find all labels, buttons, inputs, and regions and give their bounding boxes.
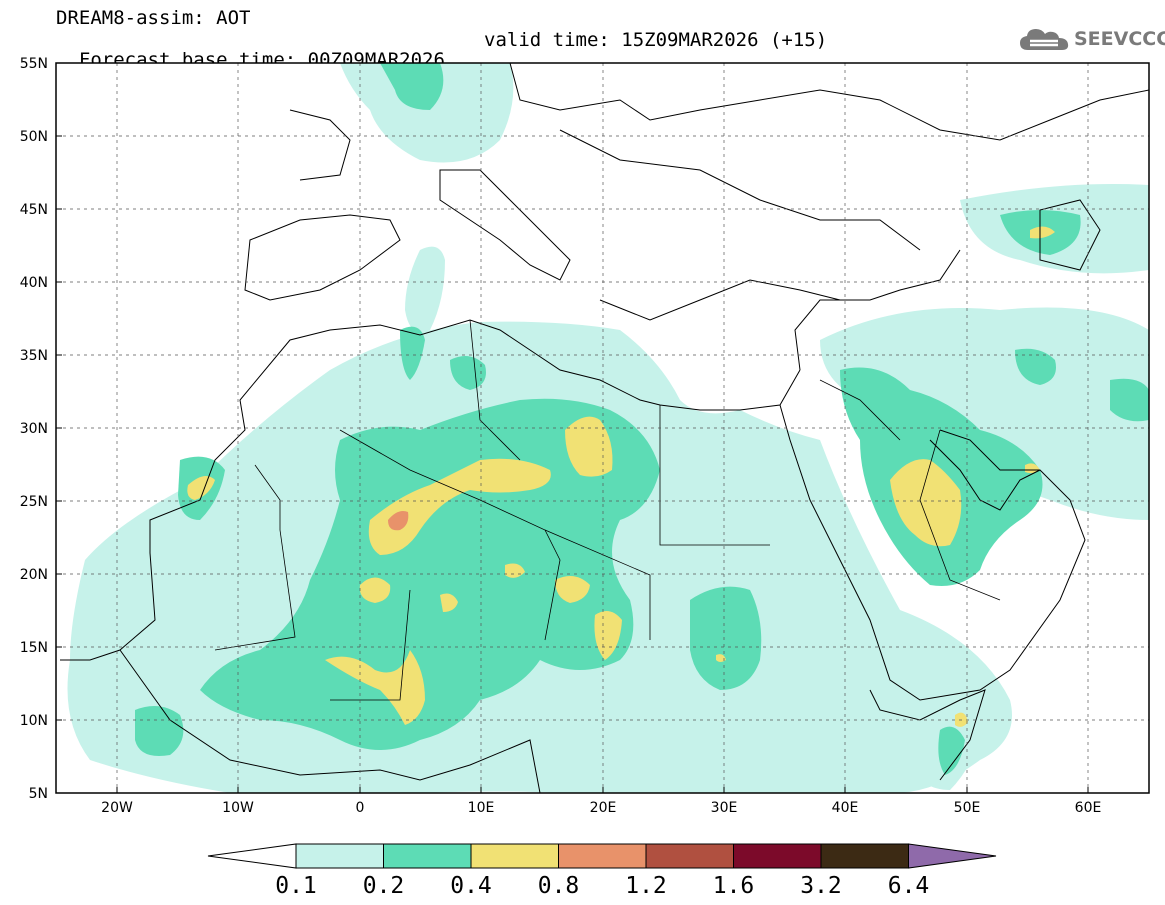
lat-label: 35N [20, 348, 48, 364]
lon-label: 40E [832, 800, 859, 816]
lat-label: 50N [20, 129, 48, 145]
lon-label: 20W [101, 800, 133, 816]
map-title: DREAM8-assim: AOT [56, 7, 251, 29]
aot-level-0.8 [388, 511, 409, 531]
lat-label: 55N [20, 56, 48, 72]
lon-label: 10E [468, 800, 495, 816]
valid-time: valid time: 15Z09MAR2026 (+15) [484, 29, 828, 51]
axis-ticks [56, 62, 1089, 794]
aot-level-0.4 [187, 226, 1055, 727]
seevccc-logo: SEEVCCC [1018, 26, 1165, 54]
lat-label: 45N [20, 202, 48, 218]
lat-label: 30N [20, 421, 48, 437]
longitude-labels: 20W 10W 0 10E 20E 30E 40E 50E 60E [101, 800, 1101, 816]
lat-label: 25N [20, 494, 48, 510]
lat-label: 10N [20, 713, 48, 729]
cloud-icon [1020, 29, 1069, 50]
graticule [56, 63, 1149, 793]
lat-label: 40N [20, 275, 48, 291]
lon-label: 20E [590, 800, 617, 816]
lon-label: 0 [356, 800, 365, 816]
coastlines [60, 63, 1149, 793]
lat-label: 15N [20, 640, 48, 656]
lon-label: 10W [222, 800, 254, 816]
lon-label: 50E [954, 800, 981, 816]
lat-label: 20N [20, 567, 48, 583]
latitude-labels: 55N 50N 45N 40N 35N 30N 25N 20N 15N 10N … [20, 56, 48, 802]
logo-text: SEEVCCC [1074, 28, 1165, 50]
country-borders [214, 319, 1001, 701]
lon-label: 30E [711, 800, 738, 816]
lon-label: 60E [1075, 800, 1102, 816]
lat-label: 5N [29, 786, 48, 802]
